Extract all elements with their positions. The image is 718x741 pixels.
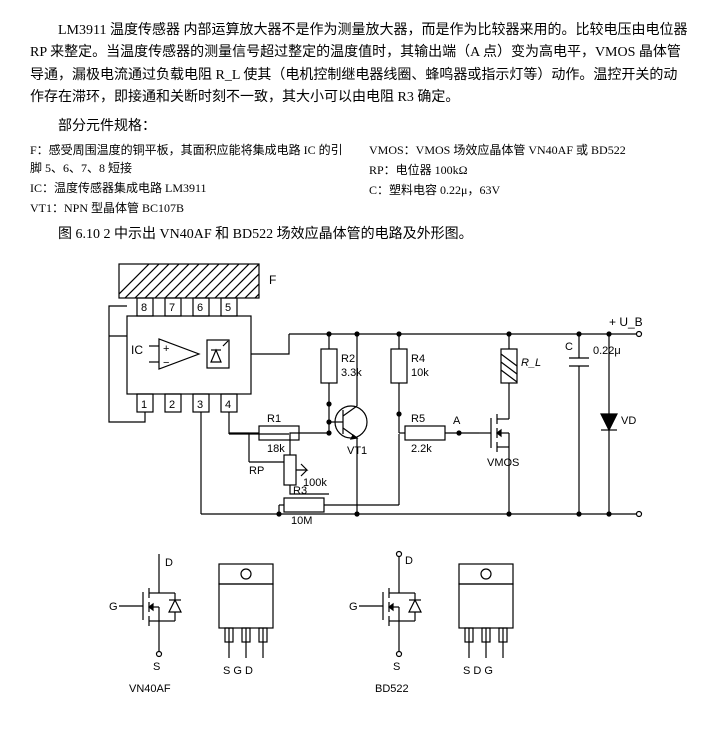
pkg2-pins: S D G bbox=[463, 665, 493, 677]
label-VD: VD bbox=[621, 415, 636, 427]
label-A: A bbox=[453, 415, 461, 427]
spec-C: C：塑料电容 0.22μ，63V bbox=[369, 181, 688, 199]
paragraph-1: LM3911 温度传感器 内部运算放大器不是作为测量放大器，而是作为比较器来用的… bbox=[30, 20, 688, 110]
circuit-diagram: F 8 7 6 5 1 2 3 4 bbox=[30, 254, 688, 704]
pkg1-D: D bbox=[165, 557, 173, 569]
pkg1-pins: S G D bbox=[223, 665, 253, 677]
pin-7: 7 bbox=[169, 302, 175, 314]
pin-2: 2 bbox=[169, 399, 175, 411]
label-UB: + U_B bbox=[609, 315, 643, 329]
label-R3: R3 bbox=[293, 485, 307, 497]
spec-F: F：感受周围温度的铜平板，其面积应能将集成电路 IC 的引脚 5、6、7、8 短… bbox=[30, 141, 349, 177]
pin-5: 5 bbox=[225, 302, 231, 314]
label-R5: R5 bbox=[411, 413, 425, 425]
pkg2-name: BD522 bbox=[375, 683, 409, 695]
label-VT1: VT1 bbox=[347, 445, 367, 457]
label-IC: IC bbox=[131, 343, 143, 357]
label-R4: R4 bbox=[411, 353, 425, 365]
svg-text:+: + bbox=[163, 343, 169, 355]
pin-8: 8 bbox=[141, 302, 147, 314]
pkg2-G: G bbox=[349, 601, 358, 613]
figure-caption: 图 6.10 2 中示出 VN40AF 和 BD522 场效应晶体管的电路及外形… bbox=[30, 224, 688, 246]
pkg1-G: G bbox=[109, 601, 118, 613]
label-C: C bbox=[565, 341, 573, 353]
label-RP: RP bbox=[249, 465, 264, 477]
pkg1-name: VN40AF bbox=[129, 683, 171, 695]
pin-1: 1 bbox=[141, 399, 147, 411]
spec-IC: IC：温度传感器集成电路 LM3911 bbox=[30, 179, 349, 197]
pkg2-S: S bbox=[393, 661, 400, 673]
label-VMOS: VMOS bbox=[487, 457, 519, 469]
label-RL: R_L bbox=[521, 357, 541, 369]
pin-6: 6 bbox=[197, 302, 203, 314]
pin-4: 4 bbox=[225, 399, 231, 411]
label-R4v: 10k bbox=[411, 367, 429, 379]
label-R2v: 3.3k bbox=[341, 367, 362, 379]
label-F: F bbox=[269, 273, 276, 287]
pkg2-D: D bbox=[405, 555, 413, 567]
label-R1v: 18k bbox=[267, 443, 285, 455]
spec-RP: RP：电位器 100kΩ bbox=[369, 161, 688, 179]
label-R2: R2 bbox=[341, 353, 355, 365]
spec-heading: 部分元件规格： bbox=[30, 116, 688, 138]
spec-VT1: VT1：NPN 型晶体管 BC107B bbox=[30, 199, 349, 217]
spec-grid: F：感受周围温度的铜平板，其面积应能将集成电路 IC 的引脚 5、6、7、8 短… bbox=[30, 140, 688, 218]
spec-VMOS: VMOS：VMOS 场效应晶体管 VN40AF 或 BD522 bbox=[369, 141, 688, 159]
label-R1: R1 bbox=[267, 413, 281, 425]
svg-text:−: − bbox=[163, 357, 169, 369]
label-Cv: 0.22μ bbox=[593, 345, 621, 357]
label-R3v: 10M bbox=[291, 515, 312, 527]
pkg1-S: S bbox=[153, 661, 160, 673]
label-R5v: 2.2k bbox=[411, 443, 432, 455]
pin-3: 3 bbox=[197, 399, 203, 411]
